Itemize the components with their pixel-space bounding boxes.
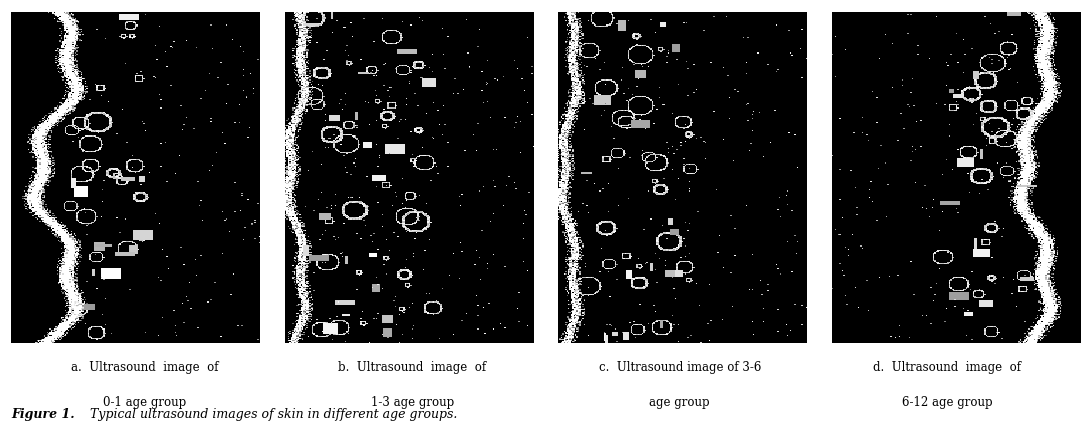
Text: Typical ultrasound images of skin in different age groups.: Typical ultrasound images of skin in dif… (90, 407, 456, 420)
Text: d.  Ultrasound  image  of: d. Ultrasound image of (874, 360, 1021, 374)
Text: Figure 1.: Figure 1. (11, 407, 74, 420)
Text: c.  Ultrasound image of 3-6: c. Ultrasound image of 3-6 (598, 360, 761, 374)
Text: age group: age group (650, 396, 710, 409)
Text: 6-12 age group: 6-12 age group (902, 396, 993, 409)
Text: a.  Ultrasound  image  of: a. Ultrasound image of (71, 360, 218, 374)
Text: 0-1 age group: 0-1 age group (103, 396, 187, 409)
Text: b.  Ultrasound  image  of: b. Ultrasound image of (339, 360, 486, 374)
Text: 1-3 age group: 1-3 age group (370, 396, 454, 409)
